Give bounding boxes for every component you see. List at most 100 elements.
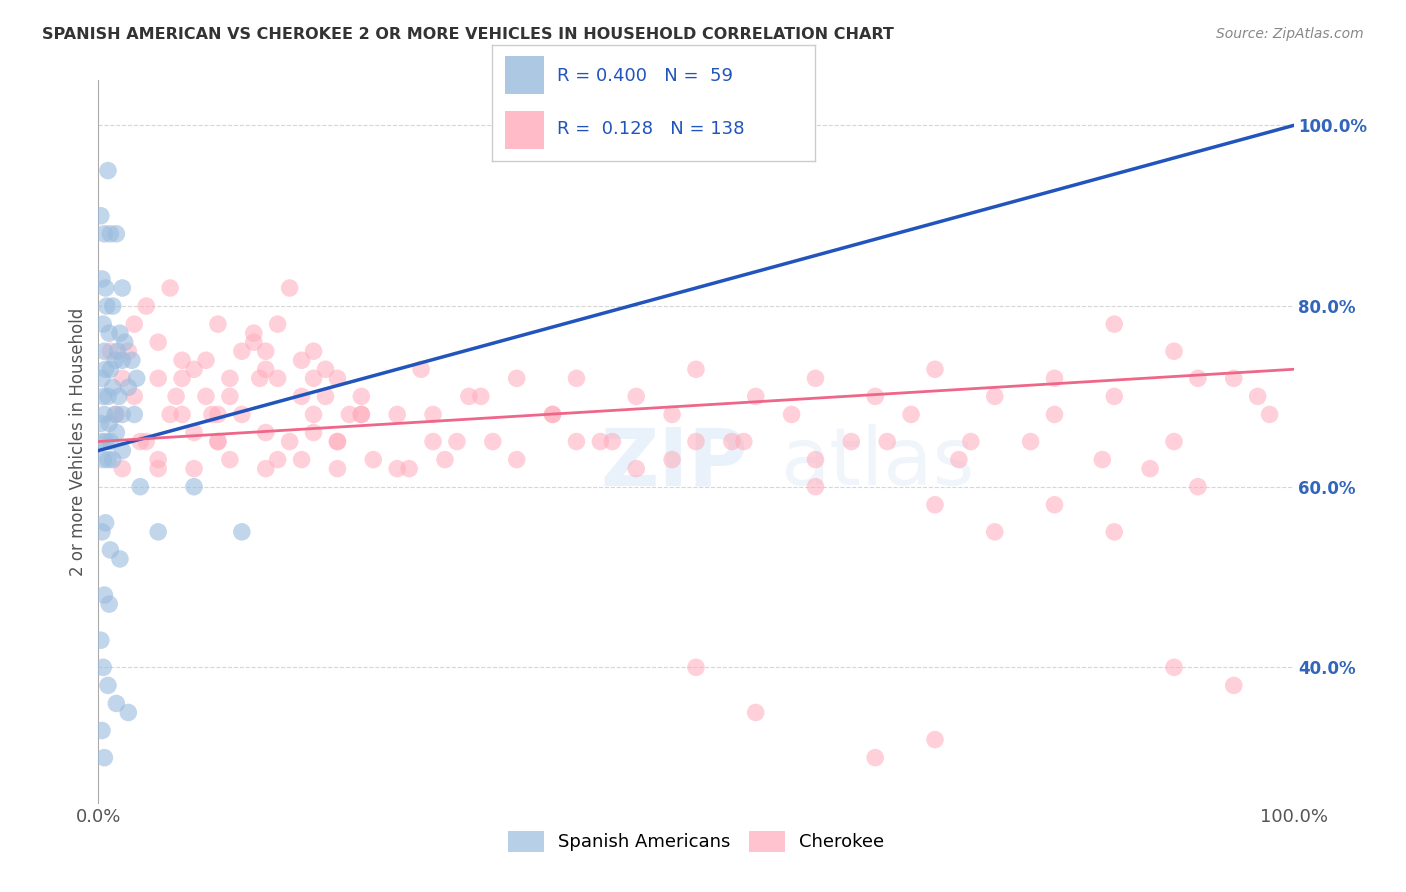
Point bbox=[148, 524, 170, 539]
Point bbox=[565, 434, 588, 449]
Point bbox=[111, 371, 134, 385]
Point bbox=[924, 362, 946, 376]
Point bbox=[411, 362, 433, 376]
Point bbox=[948, 452, 970, 467]
Point bbox=[1223, 678, 1246, 692]
Point bbox=[98, 434, 122, 449]
Point bbox=[302, 344, 325, 359]
Point bbox=[93, 588, 115, 602]
Point bbox=[733, 434, 755, 449]
Point bbox=[1043, 371, 1066, 385]
Text: R = 0.400   N =  59: R = 0.400 N = 59 bbox=[557, 67, 733, 85]
Point bbox=[125, 371, 148, 385]
Point bbox=[470, 389, 492, 403]
Point bbox=[165, 389, 187, 403]
Point bbox=[91, 524, 114, 539]
Point bbox=[326, 461, 349, 475]
Point bbox=[841, 434, 863, 449]
Point bbox=[91, 452, 114, 467]
Point bbox=[172, 371, 194, 385]
Point bbox=[114, 335, 136, 350]
Point bbox=[183, 362, 205, 376]
Point bbox=[91, 317, 114, 331]
Point bbox=[148, 371, 170, 385]
Point bbox=[804, 452, 827, 467]
Point bbox=[350, 389, 373, 403]
Point bbox=[117, 706, 139, 720]
Point bbox=[111, 461, 134, 475]
Point bbox=[207, 317, 229, 331]
Point bbox=[1187, 480, 1209, 494]
Point bbox=[804, 371, 827, 385]
Point bbox=[93, 344, 115, 359]
Point bbox=[363, 452, 385, 467]
Point bbox=[506, 452, 529, 467]
Point bbox=[101, 452, 124, 467]
Text: atlas: atlas bbox=[779, 425, 974, 502]
Point bbox=[254, 344, 277, 359]
Point bbox=[1223, 371, 1246, 385]
Point bbox=[482, 434, 505, 449]
Point bbox=[97, 389, 120, 403]
Point bbox=[91, 660, 114, 674]
Point bbox=[111, 408, 134, 422]
Point bbox=[721, 434, 744, 449]
Point bbox=[111, 443, 134, 458]
Point bbox=[96, 299, 118, 313]
Point bbox=[1139, 461, 1161, 475]
Bar bbox=[505, 111, 544, 149]
Point bbox=[398, 461, 420, 475]
Point bbox=[107, 389, 129, 403]
Point bbox=[984, 524, 1007, 539]
Point bbox=[111, 353, 134, 368]
Legend: Spanish Americans, Cherokee: Spanish Americans, Cherokee bbox=[501, 823, 891, 859]
Point bbox=[302, 408, 325, 422]
Text: R =  0.128   N = 138: R = 0.128 N = 138 bbox=[557, 120, 744, 138]
Point bbox=[626, 461, 648, 475]
Point bbox=[1043, 408, 1066, 422]
Point bbox=[434, 452, 457, 467]
Point bbox=[291, 389, 314, 403]
Point bbox=[685, 434, 707, 449]
Point bbox=[350, 408, 373, 422]
Point bbox=[267, 317, 290, 331]
Point bbox=[98, 227, 122, 241]
Point bbox=[94, 516, 117, 530]
Point bbox=[124, 317, 146, 331]
Point bbox=[101, 380, 124, 394]
Point bbox=[350, 408, 373, 422]
Point bbox=[135, 434, 157, 449]
Point bbox=[129, 480, 152, 494]
Point bbox=[446, 434, 468, 449]
Point bbox=[172, 353, 194, 368]
Point bbox=[339, 408, 361, 422]
Point bbox=[900, 408, 922, 422]
Point bbox=[219, 371, 242, 385]
Point bbox=[219, 452, 242, 467]
Point bbox=[685, 362, 707, 376]
Point bbox=[254, 461, 277, 475]
Point bbox=[159, 408, 181, 422]
Point bbox=[117, 380, 139, 394]
Point bbox=[105, 425, 128, 440]
Point bbox=[1104, 389, 1126, 403]
Point bbox=[98, 326, 121, 341]
Point bbox=[278, 281, 301, 295]
Point bbox=[385, 408, 409, 422]
Point bbox=[124, 389, 146, 403]
Point bbox=[385, 461, 409, 475]
Point bbox=[458, 389, 481, 403]
Point bbox=[104, 353, 127, 368]
Point bbox=[1019, 434, 1042, 449]
Point bbox=[302, 371, 325, 385]
Point bbox=[249, 371, 271, 385]
Point bbox=[148, 461, 170, 475]
Point bbox=[541, 408, 564, 422]
Point bbox=[243, 335, 266, 350]
Point bbox=[183, 425, 205, 440]
Point bbox=[172, 408, 194, 422]
Point bbox=[148, 452, 170, 467]
Point bbox=[207, 434, 229, 449]
Point bbox=[291, 452, 314, 467]
Point bbox=[1043, 498, 1066, 512]
